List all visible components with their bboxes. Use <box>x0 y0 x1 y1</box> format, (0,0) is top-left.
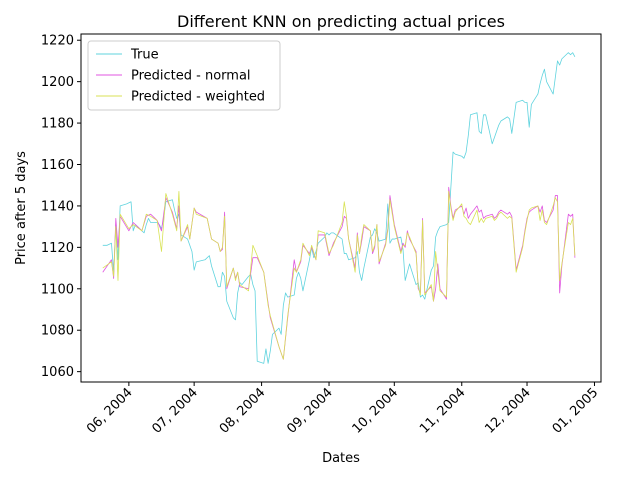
x-axis-label: Dates <box>322 451 360 466</box>
y-axis-label: Price after 5 days <box>14 151 29 265</box>
y-tick-label: 1120 <box>41 241 74 256</box>
series-line-predicted-weighted <box>102 191 576 360</box>
legend: True Predicted - normal Predicted - weight… <box>87 40 281 111</box>
y-axis: 1060 1080 1100 1120 1140 1160 1180 1200 1220 <box>41 34 81 380</box>
legend-label-predicted-normal: Predicted - normal <box>131 69 251 84</box>
plot-frame <box>80 33 602 383</box>
series-layer <box>102 52 576 364</box>
y-tick-label: 1200 <box>41 75 74 90</box>
y-tick-label: 1060 <box>41 365 74 380</box>
y-tick-label: 1080 <box>41 324 74 339</box>
legend-label-predicted-weighted: Predicted - weighted <box>131 90 265 105</box>
y-tick-label: 1160 <box>41 158 74 173</box>
series-line-true <box>102 52 576 364</box>
legend-label-true: True <box>130 48 159 63</box>
y-tick-label: 1180 <box>41 117 74 132</box>
y-tick-label: 1220 <box>41 34 74 49</box>
legend-box <box>87 40 281 111</box>
y-tick-label: 1100 <box>41 282 74 297</box>
chart-title: Different KNN on predicting actual price… <box>177 12 505 31</box>
series-line-predicted-normal <box>102 186 576 360</box>
y-tick-label: 1140 <box>41 199 74 214</box>
